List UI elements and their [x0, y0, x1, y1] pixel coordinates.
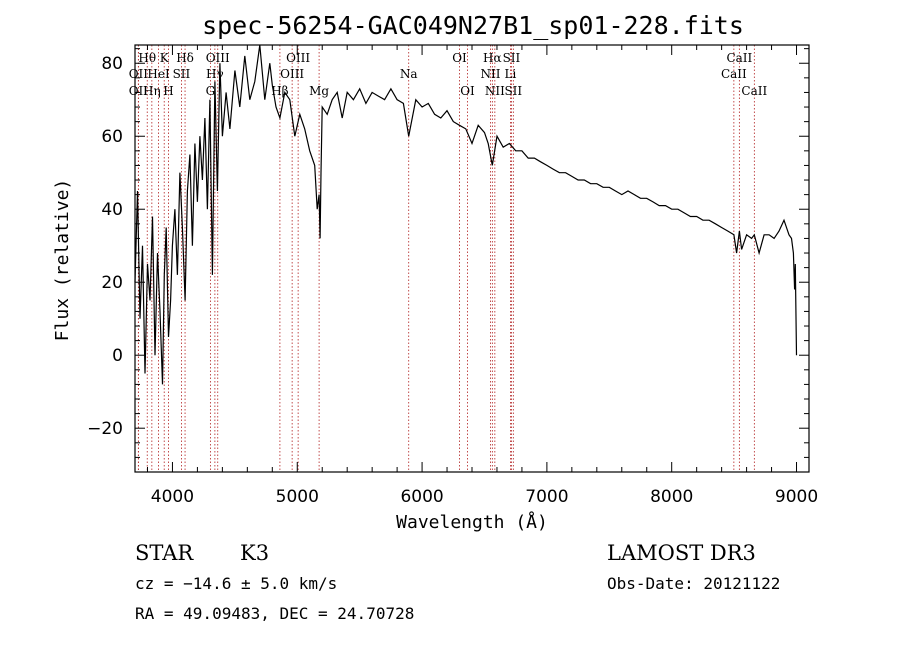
x-tick-label: 6000 — [400, 487, 443, 507]
observation-date: Obs-Date: 20121122 — [607, 574, 780, 593]
redshift-cz: cz = −14.6 ± 5.0 km/s — [135, 574, 337, 593]
y-tick-label: −20 — [87, 419, 123, 439]
line-label: Hα — [483, 51, 502, 65]
object-class: STAR — [135, 541, 194, 565]
line-label: CaII — [741, 84, 767, 98]
line-label: OI — [452, 51, 467, 65]
line-label: Hδ — [176, 51, 194, 65]
x-tick-label: 7000 — [525, 487, 568, 507]
x-tick-label: 8000 — [650, 487, 693, 507]
x-tick-label: 9000 — [775, 487, 818, 507]
x-tick-label: 5000 — [276, 487, 319, 507]
x-axis-label: Wavelength (Å) — [396, 511, 548, 533]
y-tick-label: 0 — [112, 346, 123, 366]
object-subclass: K3 — [240, 541, 269, 565]
flux-series-line — [134, 44, 798, 385]
y-tick-label: 40 — [101, 200, 123, 220]
line-label: SII — [173, 67, 191, 81]
line-label: NII — [485, 84, 505, 98]
y-tick-label: 20 — [101, 273, 123, 293]
line-label: G — [206, 84, 216, 98]
line-label: CaII — [726, 51, 752, 65]
line-label: Hη — [143, 84, 161, 98]
line-label: Li — [505, 67, 517, 81]
line-label: SII — [503, 51, 521, 65]
survey-name: LAMOST DR3 — [607, 541, 756, 565]
line-label: OIII — [286, 51, 310, 65]
line-label: OII — [129, 84, 149, 98]
coordinates: RA = 49.09483, DEC = 24.70728 — [135, 604, 414, 623]
y-tick-label: 60 — [101, 127, 123, 147]
chart-title: spec-56254-GAC049N27B1_sp01-228.fits — [202, 11, 744, 40]
line-label: Hθ — [138, 51, 156, 65]
line-label: H — [163, 84, 173, 98]
line-label: OIII — [280, 67, 304, 81]
line-label: Mg — [309, 84, 329, 98]
line-label: K — [160, 51, 170, 65]
line-label: NII — [480, 67, 500, 81]
y-tick-label: 80 — [101, 54, 123, 74]
x-axis-ticks: 4000 5000 6000 7000 8000 9000 — [146, 45, 818, 507]
line-label: Na — [400, 67, 418, 81]
line-label: HeI — [147, 67, 170, 81]
line-label: OII — [129, 67, 149, 81]
line-label: OIII — [206, 51, 230, 65]
line-label: CaII — [721, 67, 747, 81]
x-tick-label: 4000 — [151, 487, 194, 507]
line-label: Hγ — [206, 67, 224, 81]
y-axis-label: Flux (relative) — [52, 179, 73, 342]
line-label: OI — [460, 84, 475, 98]
y-axis-ticks: −20 0 20 40 60 80 — [87, 48, 809, 473]
line-label: SII — [504, 84, 522, 98]
